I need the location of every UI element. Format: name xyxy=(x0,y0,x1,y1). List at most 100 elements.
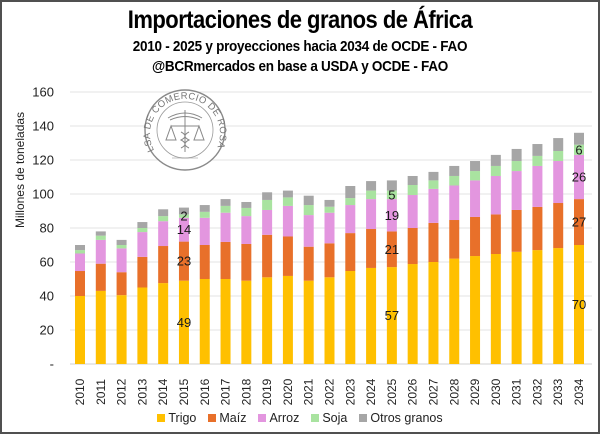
legend-swatch xyxy=(208,414,217,422)
legend-label: Maíz xyxy=(219,411,247,425)
bar-segment-otrosgranos-2025 xyxy=(386,180,397,191)
data-label: 70 xyxy=(572,297,586,312)
bar-segment-soja-2015 xyxy=(178,214,189,218)
legend: Trigo Maíz Arroz Soja Otros granos xyxy=(0,411,600,425)
bar-segment-maz-2032 xyxy=(532,206,543,251)
bar-segment-maz-2028 xyxy=(449,220,460,259)
bar-segment-soja-2034 xyxy=(574,144,584,155)
bar-segment-otrosgranos-2026 xyxy=(407,175,418,185)
y-tick-label: 140 xyxy=(32,119,54,134)
data-label: 26 xyxy=(572,170,586,185)
bar-segment-otrosgranos-2032 xyxy=(532,144,543,156)
x-tick-label: 2012 xyxy=(115,378,129,405)
x-tick-label: 2020 xyxy=(281,378,295,405)
bar-segment-soja-2033 xyxy=(553,150,564,162)
bar-segment-maz-2017 xyxy=(220,241,231,279)
bar-segment-maz-2015 xyxy=(178,241,189,281)
x-tick-label: 2034 xyxy=(572,378,586,405)
x-tick-label: 2014 xyxy=(156,378,170,405)
bar-segment-trigo-2023 xyxy=(345,271,356,364)
legend-label: Soja xyxy=(322,411,348,425)
bar-segment-arroz-2017 xyxy=(220,212,231,242)
legend-swatch xyxy=(359,414,368,422)
data-label: 2 xyxy=(180,209,187,224)
bar-segment-arroz-2030 xyxy=(490,175,501,215)
bar-segment-otrosgranos-2019 xyxy=(262,192,273,200)
bar-segment-trigo-2034 xyxy=(574,245,584,364)
bar-segment-otrosgranos-2034 xyxy=(574,132,584,145)
bar-segment-arroz-2011 xyxy=(95,239,106,264)
bar-segment-soja-2024 xyxy=(366,190,377,200)
legend-label: Trigo xyxy=(168,411,197,425)
bar-segment-trigo-2025 xyxy=(386,267,397,364)
x-tick-label: 2028 xyxy=(447,378,461,405)
bar-segment-otrosgranos-2022 xyxy=(324,199,335,207)
bar-segment-arroz-2029 xyxy=(470,180,481,217)
bar-segment-otrosgranos-2011 xyxy=(95,231,106,236)
bar-segment-soja-2029 xyxy=(470,171,481,181)
bar-segment-arroz-2027 xyxy=(428,188,439,223)
bar-segment-trigo-2021 xyxy=(303,280,314,364)
bar-segment-maz-2034 xyxy=(574,199,584,245)
bar-segment-trigo-2017 xyxy=(220,279,231,364)
bar-segment-otrosgranos-2010 xyxy=(75,245,85,251)
x-tick-label: 2015 xyxy=(177,378,191,405)
bar-segment-soja-2016 xyxy=(199,211,210,218)
bar-segment-arroz-2019 xyxy=(262,209,273,235)
bar-segment-otrosgranos-2018 xyxy=(241,201,252,208)
bar-segment-soja-2020 xyxy=(282,197,293,206)
bar-segment-arroz-2013 xyxy=(137,232,148,257)
bar-segment-maz-2023 xyxy=(345,233,356,272)
bar-segment-arroz-2032 xyxy=(532,165,543,207)
bar-segment-maz-2033 xyxy=(553,203,564,249)
bar-segment-otrosgranos-2033 xyxy=(553,138,564,151)
x-tick-label: 2030 xyxy=(489,378,503,405)
bar-segment-trigo-2030 xyxy=(490,254,501,364)
y-tick-label: 160 xyxy=(32,85,54,100)
bar-segment-maz-2026 xyxy=(407,228,418,265)
y-axis-ticks: - 20 40 60 80 100 120 140 160 xyxy=(32,85,54,372)
bar-segment-arroz-2023 xyxy=(345,205,356,234)
bar-segment-otrosgranos-2015 xyxy=(178,207,189,215)
bar-segment-trigo-2018 xyxy=(241,280,252,364)
y-tick-label: 40 xyxy=(40,289,54,304)
bar-segment-trigo-2033 xyxy=(553,248,564,364)
bar-segment-maz-2014 xyxy=(158,246,169,284)
bar-segment-otrosgranos-2016 xyxy=(199,205,210,212)
bar-segment-arroz-2016 xyxy=(199,217,210,245)
bar-segment-maz-2031 xyxy=(511,209,522,252)
legend-label: Arroz xyxy=(269,411,300,425)
bar-segment-soja-2032 xyxy=(532,155,543,166)
legend-item: Soja xyxy=(311,411,347,425)
bar-segment-arroz-2012 xyxy=(116,248,127,273)
bar-segment-soja-2023 xyxy=(345,198,356,206)
bar-segment-otrosgranos-2030 xyxy=(490,154,501,166)
data-label: 27 xyxy=(572,215,586,230)
bar-segment-arroz-2025 xyxy=(386,199,397,232)
bar-segment-soja-2017 xyxy=(220,205,231,213)
x-tick-label: 2031 xyxy=(510,378,524,405)
bar-segment-maz-2013 xyxy=(137,256,148,288)
bar-segment-otrosgranos-2023 xyxy=(345,186,356,199)
bar-segment-trigo-2013 xyxy=(137,287,148,364)
bar-segment-arroz-2021 xyxy=(303,215,314,247)
bar-segment-arroz-2015 xyxy=(178,217,189,242)
bar-segment-maz-2019 xyxy=(262,234,273,278)
bar-segment-maz-2025 xyxy=(386,231,397,268)
bar-segment-arroz-2026 xyxy=(407,195,418,228)
chart-subtitle: 2010 - 2025 y proyecciones hacia 2034 de… xyxy=(132,38,468,55)
x-tick-label: 2033 xyxy=(551,378,565,405)
bar-segment-otrosgranos-2012 xyxy=(116,239,127,245)
bar-segment-maz-2021 xyxy=(303,246,314,281)
x-tick-label: 2024 xyxy=(364,378,378,405)
bar-segment-maz-2029 xyxy=(470,216,481,257)
bars xyxy=(75,132,584,364)
bar-segment-trigo-2019 xyxy=(262,277,273,364)
bar-segment-trigo-2032 xyxy=(532,250,543,364)
bar-segment-trigo-2024 xyxy=(366,267,377,364)
data-labels: 49 23 142 57 21 19 5 70 27 26 6 xyxy=(177,142,587,330)
bar-segment-maz-2027 xyxy=(428,222,439,262)
legend-swatch xyxy=(258,414,267,422)
chart-source: @BCRmercados en base a USDA y OCDE - FAO xyxy=(152,58,448,75)
